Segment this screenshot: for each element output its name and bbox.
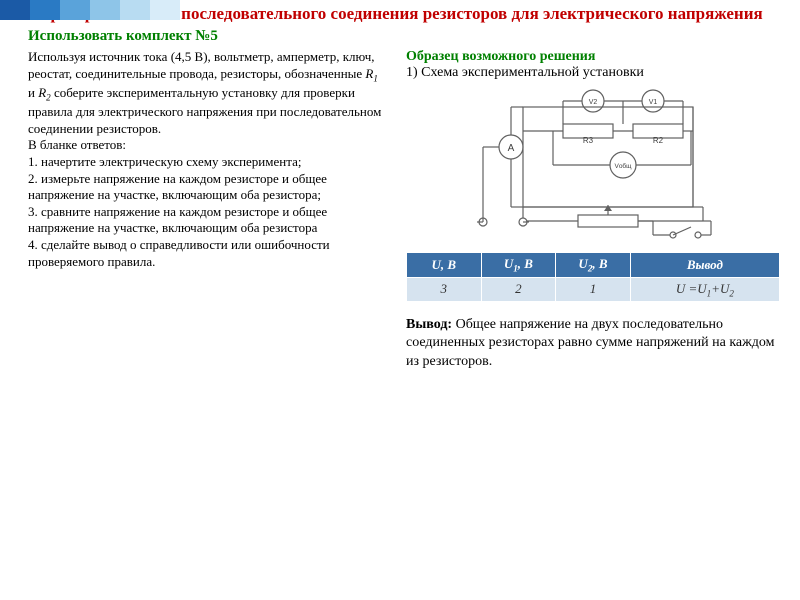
table-cell: 3 [407, 277, 482, 302]
conclusion-text: Общее напряжение на двух последовательно… [406, 317, 775, 368]
svg-text:R2: R2 [653, 136, 664, 145]
table-header-row: U, ВU1, ВU2, ВВывод [407, 253, 780, 278]
svg-text:A: A [508, 143, 515, 154]
conclusion-label: Вывод: [406, 317, 452, 332]
solution-heading: Образец возможного решения [406, 49, 780, 65]
svg-text:Vобщ: Vобщ [614, 162, 632, 170]
circuit-diagram: A V2 V1 R3 R2 Vобщ [463, 87, 723, 242]
header-decoration [0, 0, 180, 20]
solution-column: Образец возможного решения 1) Схема эксп… [406, 49, 780, 371]
table-header-cell: Вывод [630, 253, 779, 278]
svg-text:V2: V2 [589, 99, 598, 106]
conclusion: Вывод: Общее напряжение на двух последов… [406, 316, 780, 371]
task-column: Используя источник тока (4,5 В), вольтме… [28, 49, 388, 371]
svg-text:R3: R3 [583, 136, 594, 145]
table-header-cell: U, В [407, 253, 482, 278]
task-text: Используя источник тока (4,5 В), вольтме… [28, 49, 388, 270]
svg-text:V1: V1 [649, 99, 658, 106]
table-cell: 2 [481, 277, 556, 302]
results-table: U, ВU1, ВU2, ВВывод 321U =U1+U2 [406, 252, 780, 302]
table-header-cell: U1, В [481, 253, 556, 278]
solution-line1: 1) Схема экспериментальной установки [406, 65, 780, 81]
table-cell: 1 [556, 277, 631, 302]
table-row: 321U =U1+U2 [407, 277, 780, 302]
table-header-cell: U2, В [556, 253, 631, 278]
table-cell: U =U1+U2 [630, 277, 779, 302]
content-area: Используя источник тока (4,5 В), вольтме… [0, 49, 800, 371]
kit-subtitle: Использовать комплект №5 [0, 26, 800, 49]
